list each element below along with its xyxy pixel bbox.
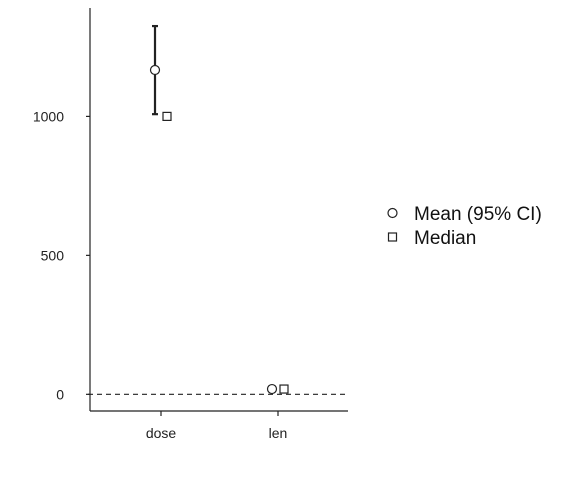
y-tick-label: 500 <box>41 247 65 263</box>
median-point <box>162 111 172 121</box>
legend-median-label: Median <box>414 228 476 249</box>
mean-point <box>149 64 161 76</box>
x-tick-label: dose <box>146 425 177 441</box>
median-point <box>279 384 289 394</box>
legend-mean-marker <box>387 207 398 219</box>
legend-mean-label: Mean (95% CI) <box>414 204 542 225</box>
legend-median-marker <box>387 232 398 242</box>
mean-point <box>266 383 278 395</box>
plot-area: 0 500 1000 dose len <box>33 8 348 441</box>
y-tick-label: 0 <box>56 386 64 402</box>
y-tick-label: 1000 <box>33 108 64 124</box>
x-tick-label: len <box>269 425 288 441</box>
legend: Mean (95% CI) Median <box>387 204 542 249</box>
